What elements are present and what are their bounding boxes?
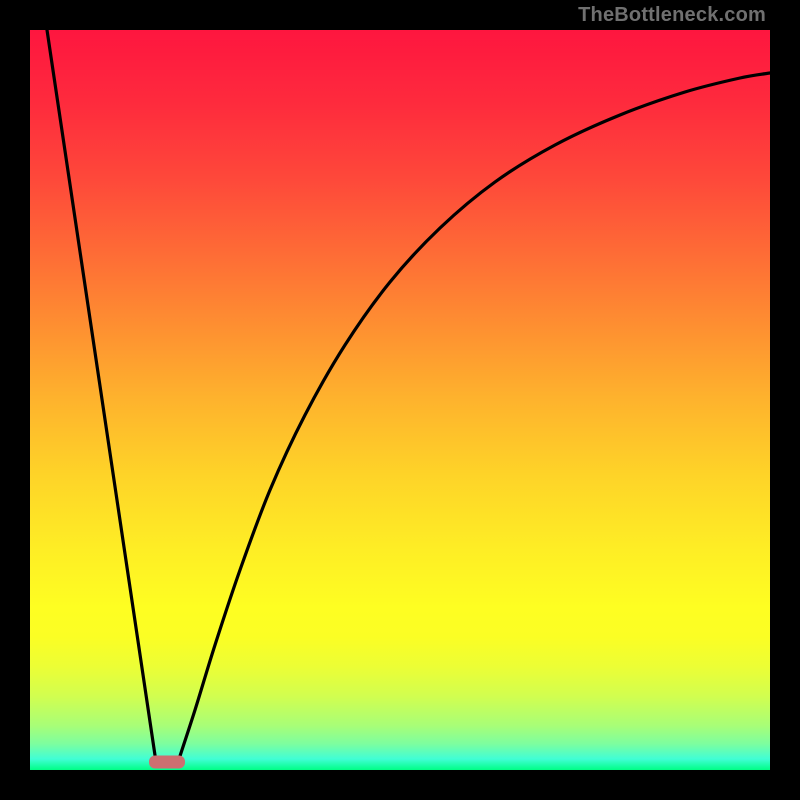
chart-plot-area <box>30 30 770 770</box>
minimum-marker <box>149 756 185 769</box>
curve-left-branch <box>47 30 156 762</box>
curve-right-branch <box>178 73 770 762</box>
frame-border-left <box>0 0 30 800</box>
frame-border-right <box>770 0 800 800</box>
frame-border-bottom <box>0 770 800 800</box>
bottleneck-curve <box>30 30 770 770</box>
watermark-text: TheBottleneck.com <box>578 4 766 27</box>
